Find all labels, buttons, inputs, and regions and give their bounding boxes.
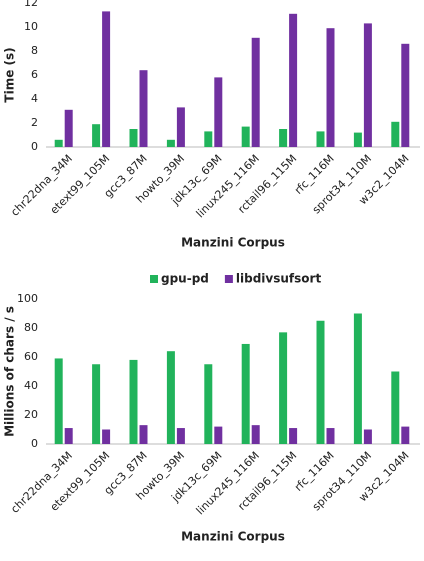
x-axis-label: Manzini Corpus xyxy=(181,530,285,544)
bar xyxy=(363,429,372,444)
bar xyxy=(391,371,400,444)
y-tick-label: 60 xyxy=(24,350,38,363)
x-tick-label: chr22dna_34M xyxy=(8,449,75,516)
legend-swatch xyxy=(150,275,158,283)
bar xyxy=(353,132,362,147)
bar xyxy=(289,13,298,147)
bar xyxy=(129,129,138,147)
legend-label: libdivsufsort xyxy=(236,272,322,286)
bar xyxy=(102,11,111,148)
y-tick-label: 6 xyxy=(31,68,38,81)
bar xyxy=(176,107,185,147)
bar xyxy=(64,428,73,444)
bar xyxy=(279,332,288,444)
y-tick-label: 100 xyxy=(17,292,38,305)
y-tick-label: 4 xyxy=(31,92,38,105)
y-tick-label: 12 xyxy=(24,0,38,9)
y-tick-label: 80 xyxy=(24,321,38,334)
y-tick-label: 40 xyxy=(24,379,38,392)
bar xyxy=(241,343,250,444)
bar xyxy=(363,23,372,147)
y-tick-label: 2 xyxy=(31,116,38,129)
bar xyxy=(166,351,175,444)
bar xyxy=(102,429,111,444)
bar xyxy=(129,359,138,444)
bar xyxy=(204,131,213,147)
bar xyxy=(92,364,101,444)
bar xyxy=(214,77,223,147)
bar xyxy=(64,109,73,147)
bar xyxy=(92,124,101,147)
bar xyxy=(353,313,362,444)
y-axis-label: Millions of chars / s xyxy=(3,306,17,437)
bar xyxy=(241,126,250,147)
bar xyxy=(139,425,148,444)
bar xyxy=(166,139,175,147)
bar xyxy=(326,28,335,148)
y-tick-label: 10 xyxy=(24,20,38,33)
legend-swatch xyxy=(224,275,233,283)
bar xyxy=(54,139,63,147)
y-tick-label: 20 xyxy=(24,408,38,421)
bar xyxy=(251,425,260,444)
bar xyxy=(316,131,325,147)
bar xyxy=(401,43,410,147)
x-axis-label: Manzini Corpus xyxy=(181,236,285,250)
y-tick-label: 8 xyxy=(31,44,38,57)
bar xyxy=(204,364,213,444)
y-tick-label: 0 xyxy=(31,437,38,450)
x-tick-label: chr22dna_34M xyxy=(8,152,75,219)
bar xyxy=(54,358,63,444)
y-axis-label: Time (s) xyxy=(3,47,17,102)
bar xyxy=(139,70,148,147)
bar xyxy=(251,37,260,147)
bar xyxy=(316,320,325,444)
bar xyxy=(279,129,288,147)
bar xyxy=(326,428,335,444)
bar xyxy=(391,121,400,147)
legend-label: gpu-pd xyxy=(161,272,209,286)
bar xyxy=(289,428,298,444)
y-tick-label: 0 xyxy=(31,140,38,153)
bar xyxy=(176,428,185,444)
bar xyxy=(214,426,223,444)
bar xyxy=(401,426,410,444)
